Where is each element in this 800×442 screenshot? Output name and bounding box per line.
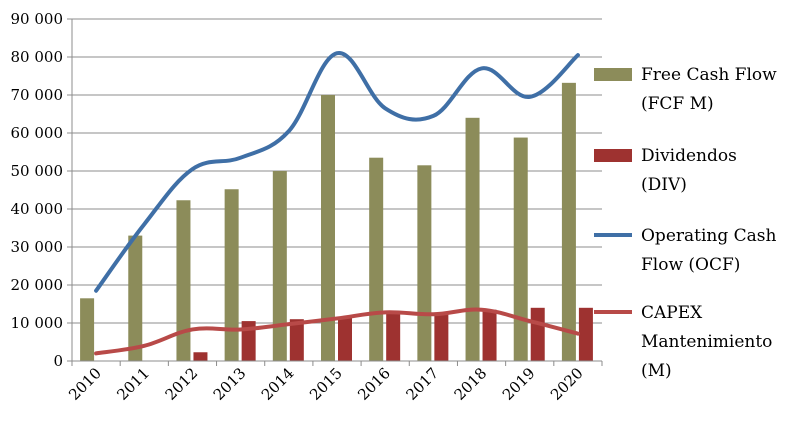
x-tick-label-2012: 2012 (162, 364, 202, 404)
line-series-1 (94, 307, 580, 356)
legend-label-1-0: Dividendos (641, 146, 737, 166)
y-tick-label-5: 50 000 (11, 162, 64, 180)
x-axis-ticks: 2010 2011 2012 2013 2014 2015 2016 2017 2018 2019… (65, 364, 587, 404)
x-tick-label-2010: 2010 (65, 364, 105, 404)
bar-0-2012 (176, 200, 191, 361)
line-series-0 (94, 51, 580, 293)
bar-1-2019 (530, 307, 545, 361)
y-axis-ticks: 0 10 000 20 000 30 000 40 000 50 000 60 000 70 … (11, 10, 64, 370)
legend-label-0-0: Free Cash Flow (641, 65, 777, 85)
bar-1-2020 (578, 307, 593, 361)
bar-0-2018 (465, 117, 480, 361)
bar-0-2017 (417, 165, 432, 361)
y-tick-label-0: 0 (53, 352, 63, 370)
bar-1-2017 (434, 313, 449, 361)
bar-0-2010 (80, 298, 95, 361)
y-tick-label-4: 40 000 (11, 200, 64, 218)
legend-label-0-1: (FCF M) (641, 94, 714, 114)
bar-1-2016 (386, 313, 401, 361)
bar-1-2018 (482, 309, 497, 361)
bar-0-2016 (369, 157, 384, 361)
bar-0-2011 (128, 235, 143, 361)
legend-label-1-1: (DIV) (641, 175, 687, 195)
bar-0-2020 (561, 82, 576, 361)
y-tick-label-1: 10 000 (11, 314, 64, 332)
bar-0-2015 (321, 95, 335, 361)
legend-label-2-0: Operating Cash (641, 226, 777, 246)
y-tick-label-9: 90 000 (11, 10, 64, 28)
y-tick-label-6: 60 000 (11, 124, 64, 142)
y-tick-label-3: 30 000 (11, 238, 64, 256)
x-tick-label-2017: 2017 (402, 364, 442, 404)
x-tick-label-2011: 2011 (113, 364, 153, 404)
legend-swatch-0 (594, 68, 632, 81)
bar-1-2015 (338, 317, 352, 361)
bar-0-2019 (513, 137, 528, 361)
x-tick-label-2015: 2015 (306, 364, 346, 404)
x-tick-label-2016: 2016 (354, 364, 394, 404)
legend-label-3-1: Mantenimiento (641, 332, 772, 352)
axes (67, 18, 603, 366)
bar-0-2013 (224, 189, 239, 361)
legend-label-3-0: CAPEX (641, 303, 703, 323)
gridlines (72, 18, 602, 324)
x-tick-label-2019: 2019 (499, 364, 539, 404)
legend-swatch-1 (594, 149, 632, 162)
legend-label-3-2: (M) (641, 361, 672, 381)
x-tick-label-2020: 2020 (547, 364, 587, 404)
series-lines (94, 51, 580, 356)
x-tick-label-2018: 2018 (451, 364, 491, 404)
bar-1-2012 (193, 352, 208, 361)
x-tick-label-2013: 2013 (210, 364, 250, 404)
legend-label-2-1: Flow (OCF) (641, 255, 740, 275)
x-tick-label-2014: 2014 (258, 364, 298, 404)
legend: Free Cash Flow (FCF M) Dividendos (DIV) Oper… (594, 65, 777, 381)
bar-0-2014 (272, 171, 287, 361)
bar-1-2014 (289, 319, 304, 361)
y-tick-label-7: 70 000 (11, 86, 64, 104)
bars (80, 82, 593, 361)
y-tick-label-8: 80 000 (11, 48, 64, 66)
y-tick-label-2: 20 000 (11, 276, 64, 294)
